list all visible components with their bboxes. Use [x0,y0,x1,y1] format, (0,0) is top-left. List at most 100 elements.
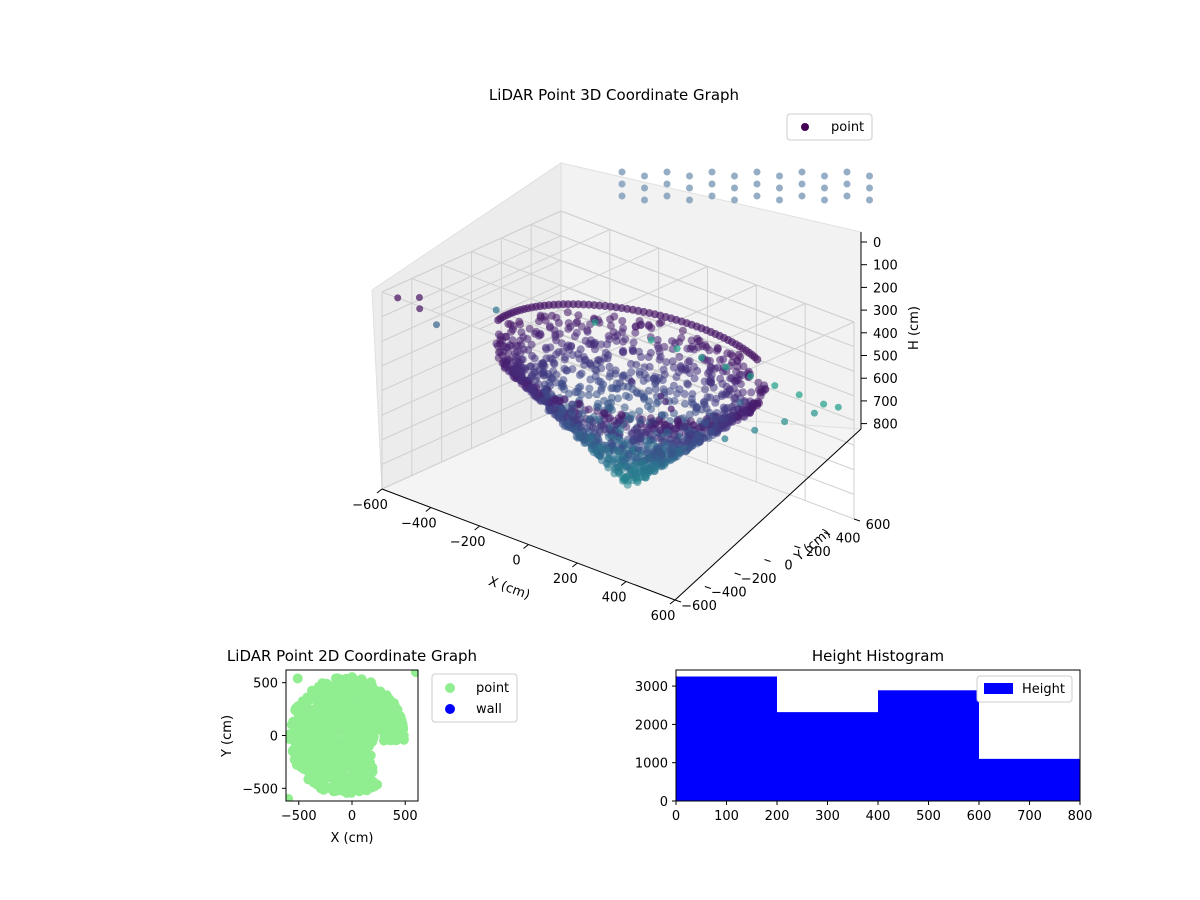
back-column-point [843,168,851,176]
cloud-point [636,321,645,330]
cloud-point [575,399,584,408]
scatter-2d-point [356,719,367,730]
scatter-2d-point [295,745,306,756]
cloud-point [552,336,561,345]
scatter-2d-point [351,737,362,748]
cloud-point [733,362,742,371]
cloud-point [633,478,642,487]
y-tick-label-3d: 0 [784,559,792,574]
cloud-point [523,334,532,343]
back-column-point [641,184,648,192]
cloud-point [643,425,652,434]
y-tick-label-2d: 0 [270,730,278,745]
z-axis-label-3d: H (cm) [907,306,922,350]
scatter-2d-point [354,757,365,767]
back-column-point [776,196,783,204]
sparse-point [433,321,440,329]
x-tick-mark [474,525,480,531]
cloud-point [619,348,628,357]
hist-x-tick-label: 800 [1068,809,1093,824]
cloud-point [622,439,631,448]
cloud-point [658,376,667,385]
cloud-point [708,428,717,436]
cloud-point [568,400,577,409]
cloud-point [562,421,571,430]
cloud-point [673,389,681,398]
cloud-point [665,387,674,396]
cloud-point [659,385,668,394]
y-tick-mark [734,572,741,576]
cloud-point [653,336,662,344]
x-tick-mark [376,488,383,494]
cloud-point [747,388,756,397]
legend-2d-label-wall: wall [476,702,502,717]
sparse-points-3d [394,168,873,443]
cloud-point [604,399,612,408]
histogram-bar [979,758,1080,801]
cloud-point [674,368,683,377]
cloud-point [675,352,684,361]
cloud-point [560,385,569,394]
scatter-2d-point [334,723,345,734]
chart-2d-title: LiDAR Point 2D Coordinate Graph [227,647,477,665]
cloud-point [681,399,689,408]
scatter-2d-point [360,700,371,711]
scatter-2d-point [317,782,328,793]
scatter-2d-point [297,722,308,733]
sparse-point [722,363,730,371]
cloud-point [678,326,687,335]
x-tick-mark [523,544,529,549]
cloud-point [521,364,530,373]
y-tick-label-3d: −600 [681,599,717,614]
back-column-point [843,192,851,200]
back-column-point [708,192,716,200]
cloud-point [738,371,746,379]
cloud-point [618,317,627,325]
cloud-point [753,401,762,410]
cloud-point [592,360,601,368]
sparse-point [810,409,818,417]
hist-y-tick-label: 1000 [635,757,668,772]
sparse-point [667,405,675,413]
cloud-point [567,408,576,417]
cloud-point [663,428,672,437]
scatter-2d-point [288,716,299,727]
y-axis-line [674,428,862,601]
cloud-point [671,339,680,348]
scatter-2d-point [313,737,324,747]
cloud-point [613,446,622,455]
x-tick-label-3d: 0 [512,554,520,569]
chart-3d-scatter: LiDAR Point 3D Coordinate Graph −600−400… [352,86,922,624]
x-tick-label-3d: −200 [450,535,486,550]
cloud-point [509,321,518,330]
cloud-point [634,434,643,443]
cloud-point [694,431,703,440]
scatter-2d-point [325,748,336,759]
legend-3d-frame [786,113,873,141]
sparse-point [736,399,744,406]
sparse-point [698,354,705,362]
z-tick-label-3d: 100 [873,259,898,274]
cloud-point [629,338,638,347]
grid-line-z [381,210,855,323]
cloud-point [706,393,715,402]
sparse-point [751,426,759,434]
cloud-point [684,358,692,367]
cloud-point [694,343,703,352]
cloud-point [728,352,737,360]
cloud-point [705,346,714,355]
scatter-2d-point [288,730,299,741]
cloud-point [642,437,651,445]
cloud-point [542,345,551,354]
chart-3d-title: LiDAR Point 3D Coordinate Graph [489,86,739,104]
back-column-point [618,180,626,188]
back-column-point [686,172,693,180]
hist-y-tick-label: 0 [660,795,668,810]
sparse-point [795,391,803,399]
scatter-2d-point [352,699,363,710]
legend-histogram-frame [976,675,1073,703]
sparse-point [781,418,789,426]
sparse-point [662,398,669,406]
cloud-point [694,337,702,346]
cloud-point [681,364,690,373]
